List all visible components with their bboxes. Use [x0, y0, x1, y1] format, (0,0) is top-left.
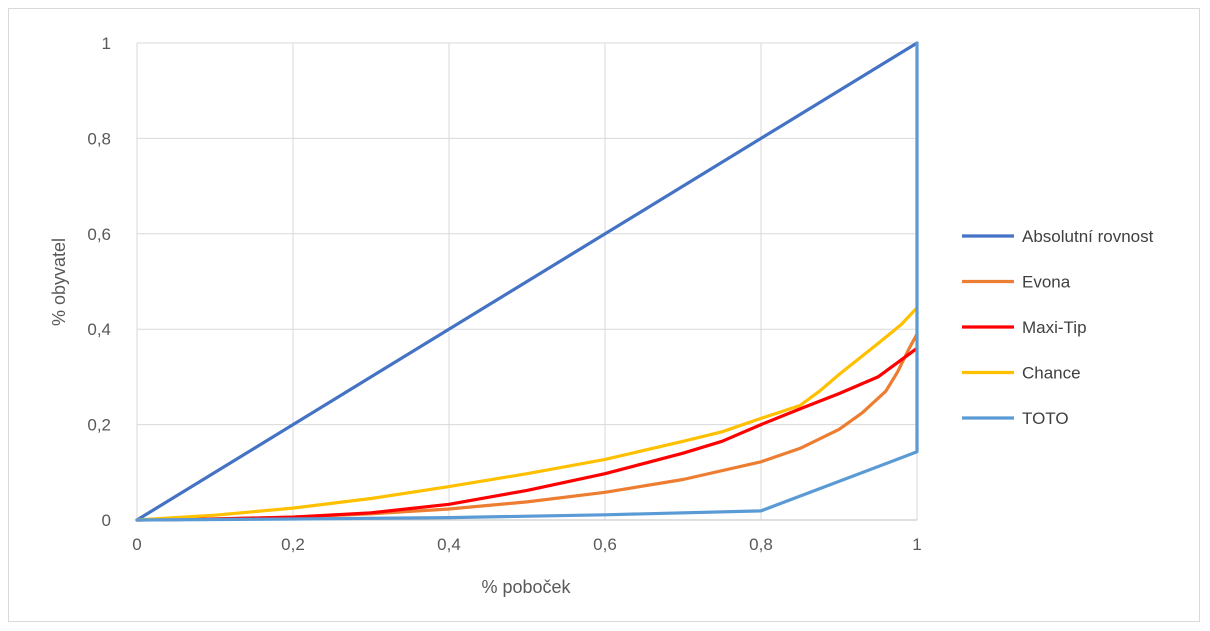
x-tick-label: 0	[132, 535, 141, 554]
series-line-evona	[135, 332, 919, 522]
series-line-maxi-tip	[135, 346, 919, 522]
y-tick-label: 0	[102, 511, 111, 530]
series-layer	[135, 41, 919, 522]
legend-label-absolutni-rovnost: Absolutní rovnost	[1022, 227, 1154, 246]
legend: Absolutní rovnost Evona Maxi-Tip Chance TOTO	[962, 227, 1154, 428]
y-tick-label: 0,2	[87, 416, 111, 435]
legend-label-evona: Evona	[1022, 273, 1071, 292]
y-tick-label: 0,4	[87, 320, 111, 339]
x-tick-label: 0,2	[281, 535, 305, 554]
legend-label-chance: Chance	[1022, 364, 1081, 383]
series-line-chance	[135, 306, 919, 522]
y-tick-label: 1	[102, 34, 111, 53]
y-axis-title: % obyvatel	[49, 238, 69, 326]
legend-label-maxi-tip: Maxi-Tip	[1022, 318, 1087, 337]
series-line-toto	[135, 41, 919, 522]
x-tick-label: 1	[912, 535, 921, 554]
x-tick-label: 0,4	[437, 535, 461, 554]
x-tick-label: 0,6	[593, 535, 617, 554]
legend-label-toto: TOTO	[1022, 409, 1069, 428]
y-tick-label: 0,8	[87, 129, 111, 148]
y-tick-label: 0,6	[87, 225, 111, 244]
x-axis: 0 0,2 0,4 0,6 0,8 1	[132, 519, 922, 554]
y-axis: 0 0,2 0,4 0,6 0,8 1	[87, 34, 111, 530]
series-line-absolutni-rovnost	[135, 41, 919, 522]
x-axis-title: % poboček	[481, 577, 571, 597]
x-tick-label: 0,8	[749, 535, 773, 554]
